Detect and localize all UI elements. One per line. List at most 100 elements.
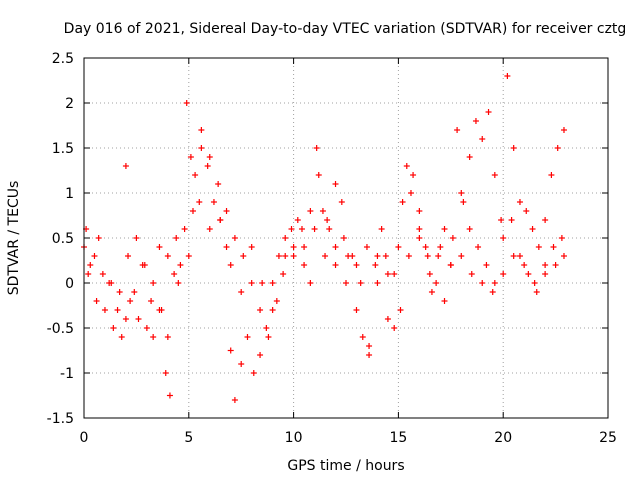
- data-point: [500, 235, 507, 241]
- data-point: [87, 262, 94, 268]
- data-point: [479, 136, 486, 142]
- data-point: [491, 280, 498, 286]
- data-point: [269, 280, 276, 286]
- data-point: [148, 298, 155, 304]
- data-point: [282, 235, 289, 241]
- data-point: [343, 280, 349, 286]
- data-point: [217, 217, 224, 223]
- data-point: [307, 208, 314, 214]
- grid-layer: [84, 58, 608, 418]
- data-point: [498, 217, 505, 223]
- data-point: [164, 253, 171, 259]
- data-point: [424, 253, 431, 259]
- data-point: [135, 316, 142, 322]
- data-point: [349, 253, 356, 259]
- data-point: [399, 199, 406, 205]
- data-point: [466, 154, 473, 160]
- data-point: [510, 145, 517, 151]
- data-point: [458, 190, 465, 196]
- data-point: [106, 280, 113, 286]
- data-point: [382, 253, 389, 259]
- y-tick-label: 0: [65, 276, 74, 292]
- data-point: [257, 352, 264, 358]
- x-tick-label: 15: [389, 430, 407, 446]
- data-point: [298, 226, 305, 232]
- data-point: [164, 334, 171, 340]
- data-point: [206, 154, 213, 160]
- data-point: [405, 253, 412, 259]
- data-points: [81, 73, 567, 403]
- data-point: [122, 316, 129, 322]
- data-point: [428, 289, 435, 295]
- data-point: [127, 298, 134, 304]
- data-point: [363, 244, 370, 250]
- data-point: [198, 127, 205, 133]
- data-point: [458, 253, 465, 259]
- data-point: [238, 289, 245, 295]
- data-point: [183, 100, 190, 106]
- data-point: [139, 262, 146, 268]
- data-point: [366, 352, 373, 358]
- data-point: [441, 226, 448, 232]
- data-point: [516, 253, 523, 259]
- data-point: [231, 397, 238, 403]
- data-point: [326, 226, 333, 232]
- data-point: [290, 253, 297, 259]
- data-point: [311, 226, 318, 232]
- data-point: [552, 262, 559, 268]
- x-tick-label: 0: [80, 430, 89, 446]
- data-point: [533, 289, 540, 295]
- x-axis-label: GPS time / hours: [287, 458, 404, 474]
- data-point: [558, 235, 565, 241]
- data-point: [560, 253, 567, 259]
- data-point: [162, 370, 169, 376]
- y-tick-label: 2: [65, 96, 74, 112]
- data-point: [332, 181, 339, 187]
- data-point: [523, 208, 530, 214]
- data-point: [508, 217, 515, 223]
- data-point: [198, 145, 205, 151]
- data-point: [475, 244, 482, 250]
- data-point: [359, 334, 366, 340]
- data-point: [265, 334, 272, 340]
- data-point: [416, 208, 423, 214]
- data-point: [95, 235, 102, 241]
- data-point: [560, 127, 567, 133]
- data-point: [231, 235, 238, 241]
- data-point: [338, 199, 345, 205]
- data-point: [332, 244, 339, 250]
- data-point: [433, 280, 440, 286]
- data-point: [91, 253, 98, 259]
- data-point: [454, 127, 461, 133]
- data-point: [282, 253, 289, 259]
- data-point: [158, 307, 165, 313]
- data-point: [374, 253, 381, 259]
- data-point: [466, 226, 473, 232]
- data-point: [99, 271, 106, 277]
- data-point: [223, 208, 230, 214]
- data-point: [171, 271, 178, 277]
- data-point: [504, 73, 511, 79]
- data-point: [85, 271, 92, 277]
- data-point: [227, 262, 234, 268]
- data-point: [554, 145, 561, 151]
- data-point: [397, 307, 404, 313]
- data-point: [269, 307, 276, 313]
- data-point: [483, 262, 490, 268]
- data-point: [177, 262, 184, 268]
- data-point: [301, 262, 308, 268]
- data-point: [244, 334, 251, 340]
- data-point: [101, 307, 108, 313]
- data-point: [301, 244, 308, 250]
- data-point: [263, 325, 270, 331]
- y-tick-label: -1: [60, 366, 74, 382]
- data-point: [340, 235, 347, 241]
- data-point: [366, 343, 373, 349]
- data-point: [93, 298, 100, 304]
- data-point: [324, 217, 331, 223]
- y-axis-label: SDTVAR / TECUs: [6, 181, 22, 296]
- data-point: [460, 199, 467, 205]
- chart-title: Day 016 of 2021, Sidereal Day-to-day VTE…: [64, 21, 627, 37]
- data-point: [275, 253, 282, 259]
